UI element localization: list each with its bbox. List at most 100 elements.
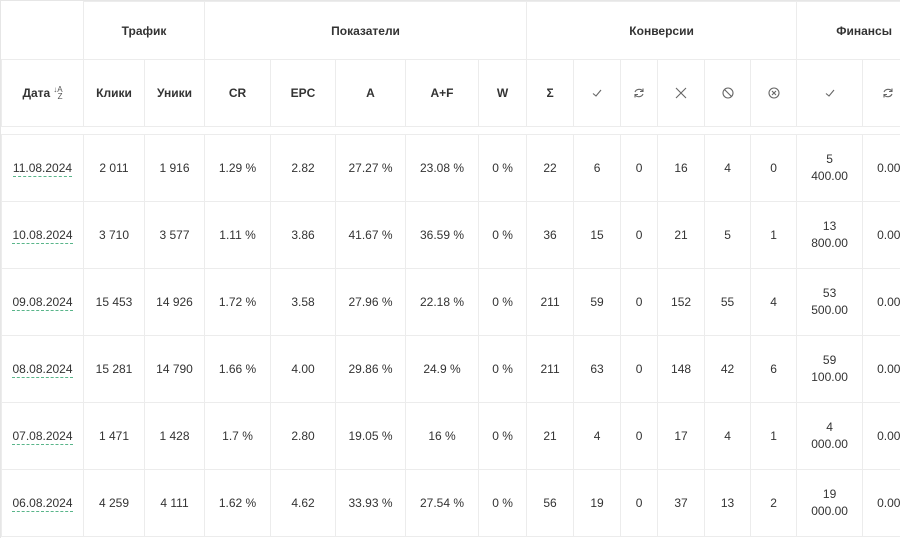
fin-approved-column-header[interactable] bbox=[796, 59, 864, 127]
trash-cell: 42 bbox=[704, 335, 752, 403]
cancel-cell: 1 bbox=[750, 402, 798, 470]
epc-column-header[interactable]: EPC bbox=[270, 59, 337, 127]
rejected-column-header[interactable] bbox=[657, 59, 706, 127]
a-column-header[interactable]: A bbox=[335, 59, 407, 127]
clicks-cell: 4 259 bbox=[83, 469, 145, 537]
table-row: 08.08.2024 15 281 14 790 1.66 % 4.00 29.… bbox=[1, 335, 900, 403]
uniques-column-header[interactable]: Уники bbox=[143, 59, 206, 127]
cr-cell: 1.62 % bbox=[204, 469, 272, 537]
w-cell: 0 % bbox=[478, 268, 528, 336]
fin-approved-cell: 19 000.00 bbox=[796, 469, 864, 537]
cancel-cell: 6 bbox=[750, 335, 798, 403]
af-cell: 22.18 % bbox=[405, 268, 480, 336]
date-cell[interactable]: 07.08.2024 bbox=[1, 402, 84, 470]
fin-hold-cell: 0.00 bbox=[862, 469, 900, 537]
w-cell: 0 % bbox=[478, 201, 528, 269]
forbidden-icon bbox=[721, 86, 735, 100]
fin-approved-thousands: 53 bbox=[822, 286, 837, 300]
trash-cell: 4 bbox=[704, 134, 752, 202]
column-header-row: Дата ↓A Z Клики Уники CR EPC A A+F W Σ bbox=[1, 59, 900, 127]
date-link[interactable]: 06.08.2024 bbox=[12, 496, 73, 512]
fin-approved-rest: 000.00 bbox=[811, 504, 848, 518]
check-icon bbox=[823, 86, 837, 100]
fin-hold-column-header[interactable] bbox=[862, 59, 900, 127]
trash-cell: 55 bbox=[704, 268, 752, 336]
sum-cell: 211 bbox=[526, 335, 575, 403]
uniques-cell: 1 916 bbox=[143, 134, 206, 202]
check-icon bbox=[590, 86, 604, 100]
date-link[interactable]: 07.08.2024 bbox=[12, 429, 73, 445]
date-column-label: Дата bbox=[22, 85, 51, 100]
fin-approved-cell: 5 400.00 bbox=[796, 134, 864, 202]
group-traffic: Трафик bbox=[82, 1, 206, 60]
date-column-header[interactable]: Дата ↓A Z bbox=[1, 59, 84, 127]
cancel-cell: 0 bbox=[750, 134, 798, 202]
trash-cell: 13 bbox=[704, 469, 752, 537]
date-cell[interactable]: 11.08.2024 bbox=[1, 134, 84, 202]
refresh-icon bbox=[881, 86, 895, 100]
approved-cell: 59 bbox=[573, 268, 622, 336]
cancel-cell: 4 bbox=[750, 268, 798, 336]
sum-column-header[interactable]: Σ bbox=[526, 59, 575, 127]
epc-cell: 4.00 bbox=[270, 335, 337, 403]
rejected-cell: 152 bbox=[657, 268, 706, 336]
sum-cell: 21 bbox=[526, 402, 575, 470]
w-column-header[interactable]: W bbox=[478, 59, 528, 127]
clicks-column-header[interactable]: Клики bbox=[83, 59, 145, 127]
a-cell: 19.05 % bbox=[335, 402, 407, 470]
fin-approved-thousands: 5 bbox=[826, 152, 833, 166]
fin-approved-cell: 59 100.00 bbox=[796, 335, 864, 403]
date-cell[interactable]: 08.08.2024 bbox=[1, 335, 84, 403]
af-cell: 27.54 % bbox=[405, 469, 480, 537]
fin-hold-cell: 0.00 bbox=[862, 335, 900, 403]
date-cell[interactable]: 10.08.2024 bbox=[1, 201, 84, 269]
approved-column-header[interactable] bbox=[573, 59, 622, 127]
cr-cell: 1.72 % bbox=[204, 268, 272, 336]
fin-hold-cell: 0.00 bbox=[862, 402, 900, 470]
hold-cell: 0 bbox=[620, 469, 659, 537]
hold-cell: 0 bbox=[620, 268, 659, 336]
cr-cell: 1.7 % bbox=[204, 402, 272, 470]
cancel-cell: 1 bbox=[750, 201, 798, 269]
af-cell: 36.59 % bbox=[405, 201, 480, 269]
date-link[interactable]: 09.08.2024 bbox=[12, 295, 73, 311]
date-link[interactable]: 10.08.2024 bbox=[12, 228, 73, 244]
af-column-header[interactable]: A+F bbox=[405, 59, 480, 127]
sum-cell: 56 bbox=[526, 469, 575, 537]
header-gap bbox=[1, 126, 900, 135]
rejected-cell: 21 bbox=[657, 201, 706, 269]
fin-approved-thousands: 4 bbox=[826, 420, 833, 434]
trash-cell: 4 bbox=[704, 402, 752, 470]
cr-column-header[interactable]: CR bbox=[204, 59, 272, 127]
date-link[interactable]: 11.08.2024 bbox=[12, 161, 73, 177]
hold-column-header[interactable] bbox=[620, 59, 659, 127]
date-link[interactable]: 08.08.2024 bbox=[12, 362, 73, 378]
uniques-cell: 1 428 bbox=[143, 402, 206, 470]
hold-cell: 0 bbox=[620, 134, 659, 202]
hold-cell: 0 bbox=[620, 201, 659, 269]
cancel-column-header[interactable] bbox=[750, 59, 798, 127]
fin-approved-rest: 800.00 bbox=[811, 236, 848, 250]
af-cell: 23.08 % bbox=[405, 134, 480, 202]
sort-ascending-icon[interactable]: ↓A Z bbox=[53, 85, 63, 102]
date-cell[interactable]: 09.08.2024 bbox=[1, 268, 84, 336]
circle-x-icon bbox=[767, 86, 781, 100]
a-cell: 29.86 % bbox=[335, 335, 407, 403]
fin-approved-rest: 400.00 bbox=[811, 169, 848, 183]
clicks-cell: 3 710 bbox=[83, 201, 145, 269]
uniques-cell: 4 111 bbox=[143, 469, 206, 537]
table-row: 06.08.2024 4 259 4 111 1.62 % 4.62 33.93… bbox=[1, 469, 900, 537]
af-cell: 16 % bbox=[405, 402, 480, 470]
date-cell[interactable]: 06.08.2024 bbox=[1, 469, 84, 537]
epc-cell: 3.86 bbox=[270, 201, 337, 269]
trash-column-header[interactable] bbox=[704, 59, 752, 127]
sum-cell: 211 bbox=[526, 268, 575, 336]
fin-approved-cell: 13 800.00 bbox=[796, 201, 864, 269]
uniques-cell: 14 926 bbox=[143, 268, 206, 336]
a-cell: 27.96 % bbox=[335, 268, 407, 336]
af-cell: 24.9 % bbox=[405, 335, 480, 403]
group-finance: Финансы bbox=[796, 1, 900, 60]
fin-approved-cell: 4 000.00 bbox=[796, 402, 864, 470]
fin-approved-rest: 000.00 bbox=[811, 437, 848, 451]
clicks-cell: 2 011 bbox=[83, 134, 145, 202]
